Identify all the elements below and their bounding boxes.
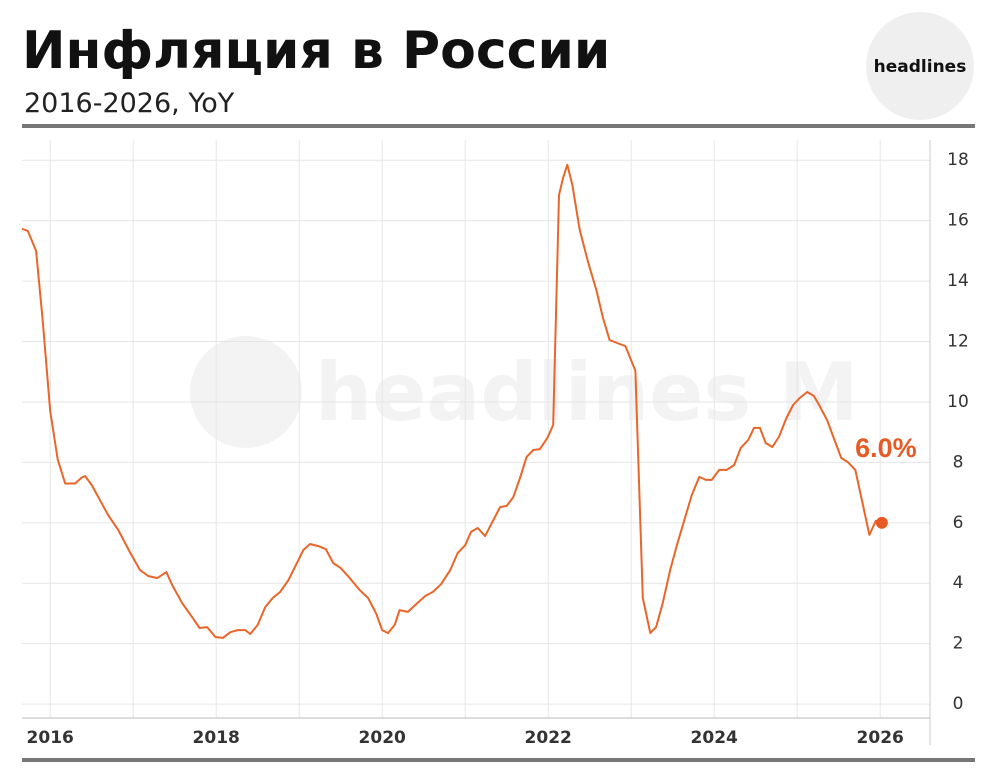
y-tick-label: 6 bbox=[953, 513, 964, 533]
y-tick-label: 16 bbox=[947, 211, 969, 231]
logo-circle bbox=[866, 12, 974, 120]
y-tick-label: 14 bbox=[947, 271, 969, 291]
x-tick-label: 2024 bbox=[691, 728, 738, 748]
value-label: 6.0% bbox=[855, 433, 917, 463]
chart-subtitle: 2016-2026, YoY bbox=[24, 88, 235, 119]
y-tick-label: 18 bbox=[947, 150, 969, 170]
line bbox=[21, 163, 878, 639]
y-tick-label: 10 bbox=[947, 392, 969, 412]
x-tick-label: 2022 bbox=[525, 728, 572, 748]
y-tick-label: 8 bbox=[953, 452, 964, 472]
chart-title: Инфляция в России bbox=[22, 21, 610, 81]
watermark: headlines M bbox=[315, 346, 859, 439]
x-tick-label: 2018 bbox=[193, 728, 240, 748]
highlight-point bbox=[875, 516, 888, 529]
x-tick-label: 2020 bbox=[359, 728, 406, 748]
y-tick-label: 4 bbox=[953, 573, 964, 593]
watermark-icon bbox=[190, 336, 302, 448]
logo: headlines bbox=[874, 57, 967, 77]
y-tick-label: 0 bbox=[953, 694, 964, 714]
top-rule bbox=[22, 124, 975, 128]
y-tick-label: 2 bbox=[953, 634, 964, 654]
bottom-rule bbox=[22, 758, 975, 762]
y-tick-label: 12 bbox=[947, 332, 969, 352]
x-tick-label: 2026 bbox=[857, 728, 904, 748]
x-tick-label: 2016 bbox=[27, 728, 74, 748]
